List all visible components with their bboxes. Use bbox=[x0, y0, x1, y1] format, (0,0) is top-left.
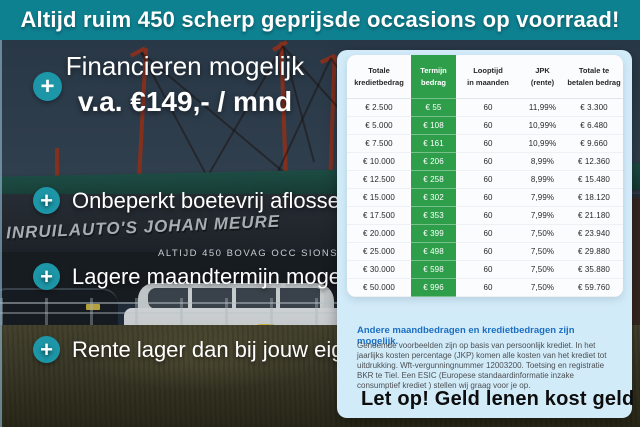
cell-looptijd: 60 bbox=[456, 99, 520, 117]
cell-jkp: 7,50% bbox=[520, 279, 565, 297]
column-header: Looptijd in maanden bbox=[456, 55, 520, 99]
cell-termijnbedrag: € 399 bbox=[411, 225, 456, 243]
credit-warning: Let op! Geld lenen kost geld € bbox=[361, 387, 640, 411]
banner-text: Altijd ruim 450 scherp geprijsde occasio… bbox=[20, 7, 620, 32]
cell-kredietbedrag: € 7.500 bbox=[347, 135, 411, 153]
top-banner: Altijd ruim 450 scherp geprijsde occasio… bbox=[0, 0, 640, 40]
table-row: € 7.500 € 161 60 10,99% € 9.660 bbox=[347, 135, 623, 153]
cell-jkp: 8,99% bbox=[520, 153, 565, 171]
cell-termijnbedrag: € 302 bbox=[411, 189, 456, 207]
cell-looptijd: 60 bbox=[456, 225, 520, 243]
cell-looptijd: 60 bbox=[456, 279, 520, 297]
cell-looptijd: 60 bbox=[456, 243, 520, 261]
cell-kredietbedrag: € 20.000 bbox=[347, 225, 411, 243]
cell-looptijd: 60 bbox=[456, 135, 520, 153]
finance-table-card: Totale kredietbedrag Termijn bedrag Loop… bbox=[347, 55, 623, 297]
cell-totaal: € 12.360 bbox=[565, 153, 623, 171]
column-header: JPK (rente) bbox=[520, 55, 565, 99]
building-sign-subtext: ALTIJD 450 BOVAG OCC SIONS bbox=[158, 248, 339, 259]
cell-kredietbedrag: € 12.500 bbox=[347, 171, 411, 189]
cell-kredietbedrag: € 25.000 bbox=[347, 243, 411, 261]
disclaimer-heading: Andere maandbedragen en kredietbedragen … bbox=[357, 325, 575, 347]
cell-jkp: 10,99% bbox=[520, 117, 565, 135]
cell-totaal: € 29.880 bbox=[565, 243, 623, 261]
cell-termijnbedrag: € 498 bbox=[411, 243, 456, 261]
cell-totaal: € 9.660 bbox=[565, 135, 623, 153]
cell-termijnbedrag: € 258 bbox=[411, 171, 456, 189]
table-row: € 30.000 € 598 60 7,50% € 35.880 bbox=[347, 261, 623, 279]
cell-termijnbedrag: € 161 bbox=[411, 135, 456, 153]
column-header: Termijn bedrag bbox=[411, 55, 456, 99]
cell-kredietbedrag: € 10.000 bbox=[347, 153, 411, 171]
cell-kredietbedrag: € 5.000 bbox=[347, 117, 411, 135]
cell-totaal: € 6.480 bbox=[565, 117, 623, 135]
finance-panel: Totale kredietbedrag Termijn bedrag Loop… bbox=[337, 50, 634, 418]
cell-looptijd: 60 bbox=[456, 153, 520, 171]
cell-kredietbedrag: € 17.500 bbox=[347, 207, 411, 225]
cell-looptijd: 60 bbox=[456, 261, 520, 279]
credit-warning-text: Let op! Geld lenen kost geld bbox=[361, 387, 635, 410]
table-row: € 12.500 € 258 60 8,99% € 15.480 bbox=[347, 171, 623, 189]
cell-jkp: 10,99% bbox=[520, 135, 565, 153]
cell-jkp: 11,99% bbox=[520, 99, 565, 117]
cell-looptijd: 60 bbox=[456, 207, 520, 225]
table-row: € 50.000 € 996 60 7,50% € 59.760 bbox=[347, 279, 623, 297]
cell-looptijd: 60 bbox=[456, 117, 520, 135]
cell-totaal: € 23.940 bbox=[565, 225, 623, 243]
cell-termijnbedrag: € 206 bbox=[411, 153, 456, 171]
cell-kredietbedrag: € 2.500 bbox=[347, 99, 411, 117]
cell-kredietbedrag: € 30.000 bbox=[347, 261, 411, 279]
cell-totaal: € 18.120 bbox=[565, 189, 623, 207]
cell-totaal: € 21.180 bbox=[565, 207, 623, 225]
disclaimer-body: Genoemde voorbeelden zijn op basis van p… bbox=[357, 341, 607, 390]
cell-totaal: € 35.880 bbox=[565, 261, 623, 279]
cell-jkp: 7,99% bbox=[520, 207, 565, 225]
cell-termijnbedrag: € 55 bbox=[411, 99, 456, 117]
cell-termijnbedrag: € 108 bbox=[411, 117, 456, 135]
table-header-row: Totale kredietbedrag Termijn bedrag Loop… bbox=[347, 55, 623, 99]
cell-jkp: 8,99% bbox=[520, 171, 565, 189]
cell-totaal: € 15.480 bbox=[565, 171, 623, 189]
table-row: € 10.000 € 206 60 8,99% € 12.360 bbox=[347, 153, 623, 171]
cell-jkp: 7,50% bbox=[520, 243, 565, 261]
table-row: € 5.000 € 108 60 10,99% € 6.480 bbox=[347, 117, 623, 135]
table-row: € 25.000 € 498 60 7,50% € 29.880 bbox=[347, 243, 623, 261]
cell-totaal: € 3.300 bbox=[565, 99, 623, 117]
cell-totaal: € 59.760 bbox=[565, 279, 623, 297]
cell-jkp: 7,50% bbox=[520, 261, 565, 279]
cell-kredietbedrag: € 15.000 bbox=[347, 189, 411, 207]
cell-kredietbedrag: € 50.000 bbox=[347, 279, 411, 297]
table-row: € 17.500 € 353 60 7,99% € 21.180 bbox=[347, 207, 623, 225]
cell-termijnbedrag: € 996 bbox=[411, 279, 456, 297]
column-header: Totale kredietbedrag bbox=[347, 55, 411, 99]
cell-termijnbedrag: € 598 bbox=[411, 261, 456, 279]
column-header: Totale te betalen bedrag bbox=[565, 55, 623, 99]
cell-looptijd: 60 bbox=[456, 189, 520, 207]
table-row: € 20.000 € 399 60 7,50% € 23.940 bbox=[347, 225, 623, 243]
cell-termijnbedrag: € 353 bbox=[411, 207, 456, 225]
cell-jkp: 7,50% bbox=[520, 225, 565, 243]
table-row: € 15.000 € 302 60 7,99% € 18.120 bbox=[347, 189, 623, 207]
photo-edge-strip bbox=[0, 40, 2, 427]
table-row: € 2.500 € 55 60 11,99% € 3.300 bbox=[347, 99, 623, 117]
cell-looptijd: 60 bbox=[456, 171, 520, 189]
cell-jkp: 7,99% bbox=[520, 189, 565, 207]
